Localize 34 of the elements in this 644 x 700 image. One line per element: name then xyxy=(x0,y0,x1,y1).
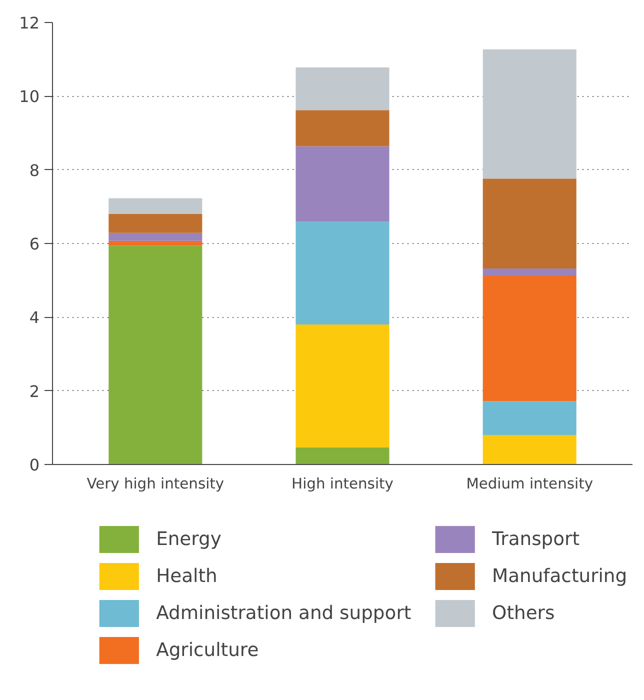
bar xyxy=(296,67,390,110)
bar xyxy=(296,110,390,146)
legend-label: Health xyxy=(156,566,218,587)
x-tick-label: Very high intensity xyxy=(86,476,224,492)
x-tick-label: High intensity xyxy=(292,476,394,492)
y-tick-label: 6 xyxy=(29,234,40,254)
x-tick-label: Medium intensity xyxy=(466,476,594,492)
bar xyxy=(296,222,390,325)
legend-label: Energy xyxy=(156,529,222,550)
bar xyxy=(108,232,202,241)
bar xyxy=(482,49,576,179)
y-tick-label: 4 xyxy=(29,308,40,328)
y-tick-label: 10 xyxy=(19,87,40,106)
legend-label: Administration and support xyxy=(156,603,412,624)
bar xyxy=(482,401,576,436)
bar xyxy=(482,178,576,269)
bar xyxy=(108,214,202,233)
legend-label: Agriculture xyxy=(156,640,259,661)
bar xyxy=(296,324,390,448)
bar xyxy=(108,240,202,246)
legend-label: Manufacturing xyxy=(492,566,628,587)
y-tick-label: 0 xyxy=(29,456,40,474)
bar xyxy=(108,198,202,214)
bar xyxy=(296,447,390,464)
bar xyxy=(482,276,576,402)
bar xyxy=(482,435,576,464)
legend-label: Others xyxy=(492,603,555,624)
y-tick-label: 12 xyxy=(19,14,40,32)
y-tick-label: 8 xyxy=(29,160,40,180)
bar xyxy=(482,268,576,276)
bar xyxy=(108,246,202,464)
y-tick-label: 2 xyxy=(29,382,40,401)
bar xyxy=(296,146,390,222)
legend-label: Transport xyxy=(491,529,580,550)
